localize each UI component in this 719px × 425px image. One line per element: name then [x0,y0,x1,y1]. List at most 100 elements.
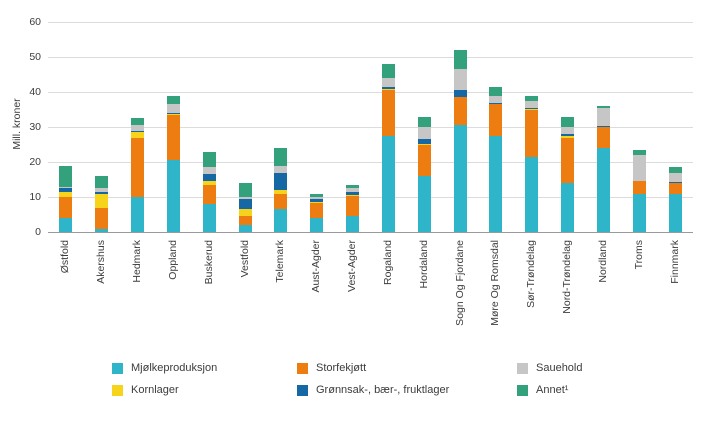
bar-segment [346,188,360,192]
bar-segment [489,86,503,96]
legend-swatch-icon [517,384,528,396]
bar-segment [131,125,145,131]
y-tick-label: 20 [29,156,41,168]
x-tick-label: Møre Og Romsdal [489,240,502,326]
legend-item: Storfekjøtt [297,362,517,374]
y-tick-label: 60 [29,16,41,28]
bar-segment [417,143,431,145]
bar-segment [525,95,539,101]
bar-segment [453,50,467,70]
bar-segment [561,134,575,136]
x-tick-label: Sør-Trøndelag [525,240,538,308]
bar-segment [381,135,395,232]
bar-segment [238,209,252,217]
bar-segment [596,127,610,148]
bar-segment [561,137,575,183]
bar-segment [274,190,288,194]
bar-segment [202,181,216,185]
x-tick-label: Buskerud [202,240,215,285]
bar-segment [202,174,216,182]
gridline-40 [48,92,693,93]
bar-segment [95,176,109,189]
bar-segment [310,198,324,202]
legend-label: Sauehold [536,362,583,374]
legend-label: Storfekjøtt [316,362,367,374]
legend-swatch-icon [517,362,528,374]
legend-swatch-icon [112,384,123,396]
bar-segment [525,107,539,109]
bar-segment [166,104,180,113]
y-tick-label: 30 [29,121,41,133]
bar-segment [202,184,216,204]
bar-segment [166,160,180,232]
bar-segment [596,108,610,126]
bar-segment [238,216,252,225]
gridline-30 [48,127,693,128]
bar-segment [310,218,324,232]
bar-segment [202,167,216,175]
bar-segment [381,78,395,87]
bar-segment [202,204,216,232]
bar-segment [166,95,180,105]
bar-segment [561,116,575,127]
legend-item: Mjølkeproduksjon [112,362,297,374]
bar-segment [131,118,145,126]
bar-segment [166,113,180,115]
y-tick-label: 50 [29,51,41,63]
gridline-0 [48,232,693,233]
bar-segment [59,165,73,187]
bar-segment [381,90,395,136]
bar-segment [596,125,610,127]
bar-segment [381,64,395,78]
bar-segment [59,191,73,197]
bar-segment [131,132,145,138]
bar-segment [346,194,360,196]
bar-segment [561,127,575,134]
legend-item: Annet¹ [517,384,667,396]
bar-segment [166,114,180,161]
bar-segment [489,104,503,136]
bar-segment [166,113,180,114]
bar-segment [668,167,682,174]
x-tick-label: Hordaland [417,240,430,289]
bar-segment [632,149,646,155]
bar-segment [95,193,109,208]
plot-area: 0 10 20 30 40 50 60 Østfold Akershus Hedmark Oppla… [29,16,693,326]
bar-segment [668,183,682,194]
bar-segment [596,148,610,232]
bar-segment [131,130,145,133]
bar-segment [95,228,109,232]
bar-segment [525,156,539,232]
bar-segment [561,135,575,138]
bar-segment [561,183,575,232]
legend-label: Kornlager [131,384,179,396]
bar-segment [453,69,467,91]
legend-item: Grønnsak-, bær-, fruktlager [297,384,517,396]
bar-segment [238,183,252,197]
bar-segment [525,108,539,110]
bar-segment [453,125,467,232]
x-tick-label: Finnmark [668,240,681,284]
bar-segment [274,172,288,190]
x-tick-label: Oppland [166,240,179,280]
gridline-10 [48,197,693,198]
bar-segment [632,181,646,194]
bar-segment [453,97,467,126]
bar-segment [489,135,503,232]
bar-segment [274,209,288,232]
bar-segment [489,95,503,103]
bar-segment [274,193,288,210]
bar-segment [310,202,324,218]
bar-segment [238,197,252,199]
bar-segment [310,201,324,203]
legend: Mjølkeproduksjon Storfekjøtt Sauehold Kornl… [112,362,667,396]
legend-label: Mjølkeproduksjon [131,362,218,374]
legend-swatch-icon [297,384,308,396]
x-tick-label: Rogaland [381,240,394,285]
gridline-50 [48,57,693,58]
x-tick-label: Vest-Agder [346,240,359,292]
bar-segment [417,127,431,140]
y-tick-label: 0 [35,226,41,238]
bar-segment [668,181,682,183]
